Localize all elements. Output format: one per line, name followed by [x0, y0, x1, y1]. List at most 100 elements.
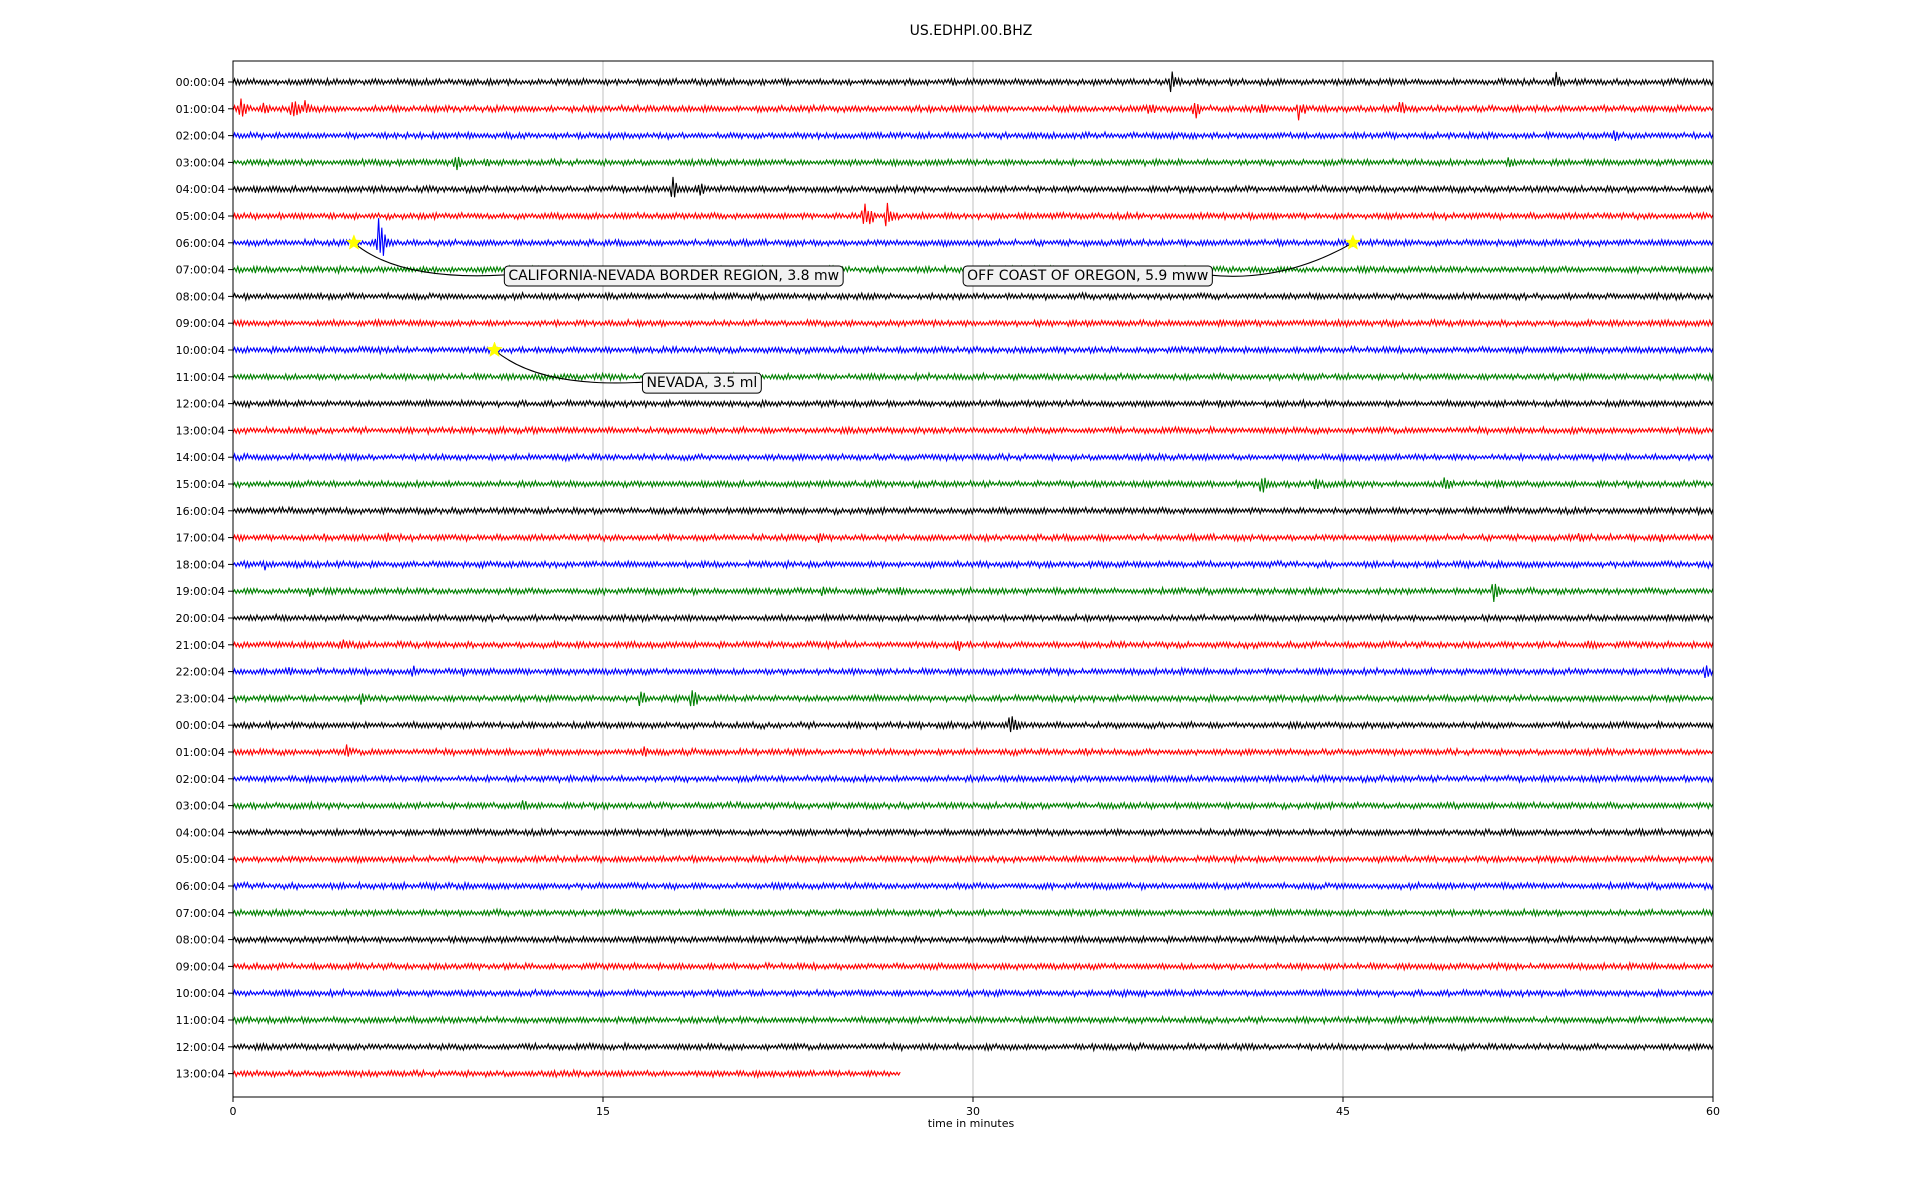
row-time-label: 00:00:04: [176, 76, 225, 89]
seismic-trace: [232, 532, 1714, 544]
event-star-icon: [486, 341, 503, 358]
row-time-label: 19:00:04: [176, 585, 225, 598]
seismic-trace: [232, 744, 1714, 758]
seismic-trace: [232, 371, 1714, 383]
row-time-label: 23:00:04: [176, 692, 225, 705]
seismic-trace: [232, 1014, 1714, 1026]
row-time-label: 13:00:04: [176, 1068, 225, 1081]
seismic-trace: [232, 773, 1714, 785]
row-time-label: 05:00:04: [176, 853, 225, 866]
seismic-trace: [232, 290, 1714, 303]
row-time-label: 06:00:04: [176, 237, 225, 250]
row-time-label: 22:00:04: [176, 666, 225, 679]
row-time-label: 04:00:04: [176, 826, 225, 839]
seismic-trace: [232, 98, 1714, 121]
x-tick-label: 0: [230, 1105, 237, 1118]
row-time-label: 01:00:04: [176, 103, 225, 116]
seismic-trace: [232, 477, 1714, 493]
row-time-label: 13:00:04: [176, 424, 225, 437]
seismic-trace: [232, 424, 1714, 437]
row-time-label: 09:00:04: [176, 317, 225, 330]
row-time-label: 10:00:04: [176, 344, 225, 357]
seismic-trace: [232, 130, 1714, 142]
event-annotations: CALIFORNIA-NEVADA BORDER REGION, 3.8 mw O…: [345, 234, 1362, 394]
event-label-text: NEVADA, 3.5 ml: [646, 375, 757, 391]
chart-title: US.EDHPI.00.BHZ: [910, 23, 1033, 39]
row-time-label: 17:00:04: [176, 532, 225, 545]
row-time-label: 12:00:04: [176, 1041, 225, 1054]
x-tick-label: 30: [966, 1105, 980, 1118]
row-time-label: 21:00:04: [176, 639, 225, 652]
seismic-trace: [232, 799, 1714, 812]
seismic-trace: [232, 71, 1714, 93]
row-time-label: 11:00:04: [176, 1014, 225, 1027]
event-connector: [353, 242, 505, 277]
event-label-text: OFF COAST OF OREGON, 5.9 mww: [967, 268, 1208, 284]
seismic-trace: [232, 960, 1714, 972]
row-time-label: 07:00:04: [176, 907, 225, 920]
row-time-label: 08:00:04: [176, 934, 225, 947]
x-tick-label: 15: [596, 1105, 610, 1118]
seismic-trace: [232, 934, 1714, 946]
seismic-trace: [232, 987, 1714, 999]
seismic-trace: [232, 202, 1714, 227]
row-time-label: 06:00:04: [176, 880, 225, 893]
event-label-box: [641, 372, 762, 394]
x-axis-ticks: 0 15 30 45 60: [230, 1097, 1720, 1118]
event-label-box: [962, 265, 1213, 287]
event-label: OFF COAST OF OREGON, 5.9 mww: [962, 265, 1213, 287]
row-time-label: 02:00:04: [176, 773, 225, 786]
seismic-trace: [232, 826, 1714, 838]
row-time-label: 03:00:04: [176, 156, 225, 169]
row-time-label: 02:00:04: [176, 130, 225, 143]
seismic-trace: [232, 317, 1714, 329]
row-time-label: 05:00:04: [176, 210, 225, 223]
row-time-label: 20:00:04: [176, 612, 225, 625]
row-time-label: 11:00:04: [176, 371, 225, 384]
seismic-trace: [232, 1041, 1714, 1053]
seismic-trace: [232, 1068, 901, 1080]
event-label-text: CALIFORNIA-NEVADA BORDER REGION, 3.8 mw: [508, 268, 839, 284]
seismic-trace: [232, 558, 1714, 571]
event-connector: [1208, 242, 1354, 277]
seismic-trace: [232, 665, 1714, 678]
event-star-icon: [345, 234, 363, 250]
row-time-label: 07:00:04: [176, 264, 225, 277]
seismic-trace: [232, 880, 1714, 892]
row-time-label: 16:00:04: [176, 505, 225, 518]
event-star-icon: [1344, 234, 1362, 250]
row-time-label: 01:00:04: [176, 746, 225, 759]
row-time-label: 18:00:04: [176, 558, 225, 571]
seismic-trace: [232, 583, 1714, 603]
x-tick-label: 45: [1336, 1105, 1350, 1118]
row-time-label: 08:00:04: [176, 290, 225, 303]
seismic-trace: [232, 639, 1714, 651]
x-tick-label: 60: [1706, 1105, 1720, 1118]
seismic-trace: [232, 504, 1714, 517]
event-label: CALIFORNIA-NEVADA BORDER REGION, 3.8 mw: [503, 265, 844, 287]
seismic-traces: [232, 71, 1714, 1080]
seismic-trace: [232, 344, 1714, 356]
event-connector: [494, 349, 643, 384]
seismic-trace: [232, 612, 1714, 624]
seismic-trace: [232, 451, 1714, 463]
seismic-trace: [232, 218, 1714, 256]
seismic-trace: [232, 907, 1714, 919]
seismic-trace: [232, 853, 1714, 865]
row-time-label: 04:00:04: [176, 183, 225, 196]
seismic-trace: [232, 156, 1714, 171]
seismic-trace: [232, 398, 1714, 410]
row-time-label: 12:00:04: [176, 398, 225, 411]
row-time-label: 14:00:04: [176, 451, 225, 464]
row-time-label: 09:00:04: [176, 960, 225, 973]
seismic-trace: [232, 690, 1714, 707]
event-label: NEVADA, 3.5 ml: [641, 372, 762, 394]
row-time-label: 15:00:04: [176, 478, 225, 491]
event-label-box: [503, 265, 844, 287]
row-time-label: 10:00:04: [176, 987, 225, 1000]
row-time-label: 03:00:04: [176, 800, 225, 813]
grid-lines: [602, 61, 1344, 1097]
seismic-trace: [232, 176, 1714, 198]
